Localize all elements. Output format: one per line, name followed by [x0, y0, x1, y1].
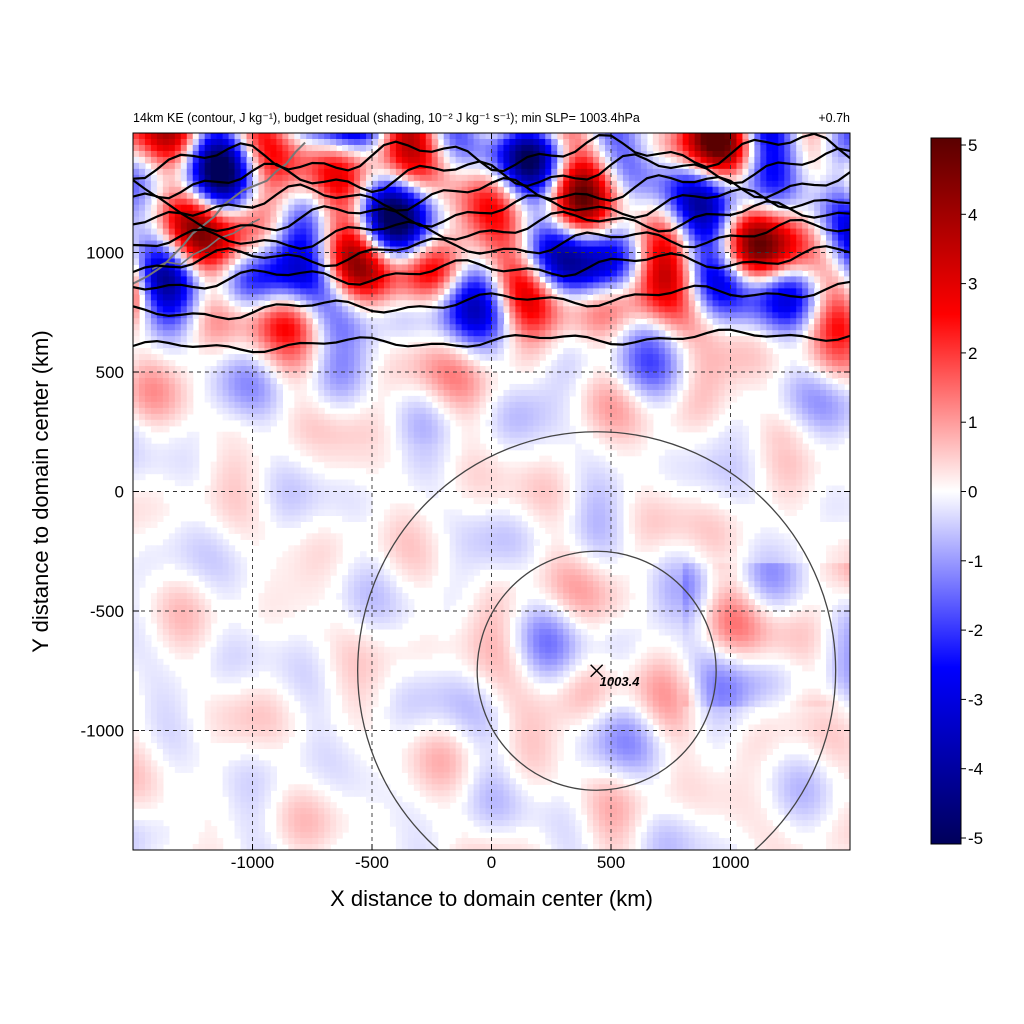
ke-contour-line [133, 200, 850, 250]
colorbar [930, 137, 962, 845]
residual-shading [133, 133, 850, 850]
ke-contours [133, 133, 850, 354]
ke-contour-line [133, 187, 850, 233]
x-tick-label: 500 [597, 853, 625, 872]
colorbar-tick-label: 1 [968, 413, 977, 432]
colorbar-tick-label: -2 [968, 621, 983, 640]
range-rings [357, 431, 837, 850]
y-axis-ticks: 1000 500 0 -500 -1000 [81, 244, 850, 741]
colorbar-tick-label: 2 [968, 344, 977, 363]
y-tick-label: -1000 [81, 722, 124, 741]
y-tick-label: 1000 [86, 244, 124, 263]
x-axis-ticks: -1000 -500 0 500 1000 [231, 133, 750, 872]
x-tick-label: -1000 [231, 853, 274, 872]
ke-contour-line [133, 328, 850, 354]
colorbar-ticks: 5 4 3 2 1 0 -1 -2 -3 -4 -5 [961, 136, 983, 848]
ke-contour-line [133, 280, 850, 321]
y-tick-label: 500 [96, 363, 124, 382]
colorbar-tick-label: -1 [968, 552, 983, 571]
range-ring [357, 431, 837, 850]
x-tick-label: -500 [355, 853, 389, 872]
colorbar-tick-label: 3 [968, 275, 977, 294]
storm-center-marker [590, 664, 604, 678]
plot-area [133, 133, 850, 850]
range-ring [476, 550, 717, 791]
ke-contour-line [133, 218, 850, 274]
colorbar-tick-label: 5 [968, 136, 977, 155]
chart-time-label: +0.7h [818, 111, 850, 125]
chart-title: 14km KE (contour, J kg⁻¹), budget residu… [133, 111, 640, 125]
y-tick-label: 0 [115, 483, 124, 502]
ke-contour-line [133, 245, 850, 291]
x-tick-label: 1000 [712, 853, 750, 872]
colorbar-tick-label: -3 [968, 690, 983, 709]
colorbar-tick-label: 4 [968, 205, 977, 224]
x-tick-label: 0 [487, 853, 496, 872]
y-tick-label: -500 [90, 602, 124, 621]
colorbar-tick-label: 0 [968, 483, 977, 502]
ke-contour-line [133, 147, 850, 200]
storm-center-label: 1003.4 [600, 674, 641, 689]
y-axis-title: Y distance to domain center (km) [28, 330, 53, 652]
x-axis-title: X distance to domain center (km) [330, 886, 653, 911]
ke-contour-line [133, 133, 850, 180]
colorbar-tick-label: -4 [968, 760, 983, 779]
colorbar-tick-label: -5 [968, 829, 983, 848]
ke-contour-line [133, 171, 850, 217]
coastline-path [151, 218, 261, 270]
